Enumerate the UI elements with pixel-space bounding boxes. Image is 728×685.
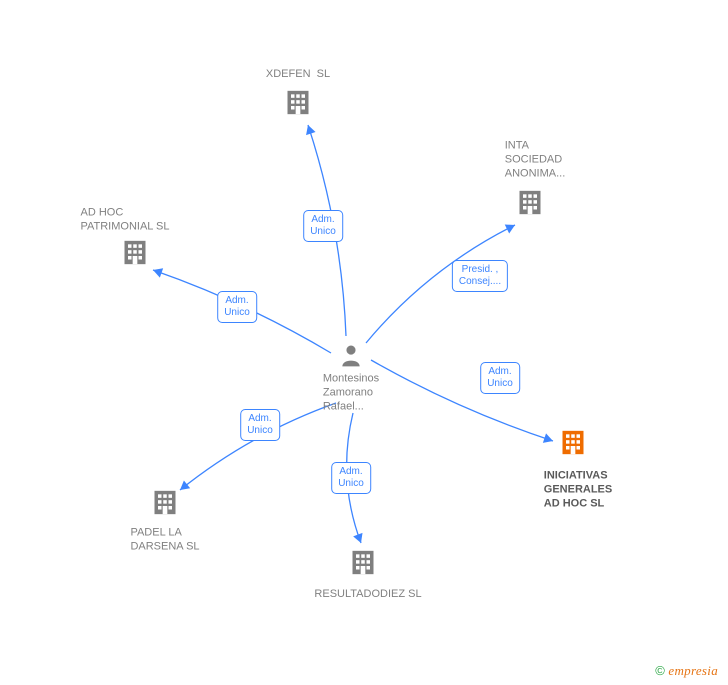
edge-path — [308, 125, 346, 336]
edge-arrowhead — [505, 225, 515, 234]
node-resultado — [349, 549, 377, 582]
watermark: © empresia — [655, 663, 718, 679]
edge-arrowhead — [306, 125, 316, 135]
node-label: Montesinos Zamorano Rafael... — [323, 372, 379, 413]
edge-label: Presid. , Consej.... — [452, 260, 508, 292]
building-icon — [349, 549, 377, 582]
edge-arrowhead — [353, 533, 362, 543]
node-label: AD HOC PATRIMONIAL SL — [80, 206, 169, 234]
node-iniciativas — [559, 429, 587, 462]
edge-path — [347, 413, 361, 543]
edges-layer — [0, 0, 728, 685]
node-label: INICIATIVAS GENERALES AD HOC SL — [544, 469, 612, 510]
diagram-canvas: © empresia Montesinos Zamorano Rafael...… — [0, 0, 728, 685]
node-label: RESULTADODIEZ SL — [314, 588, 421, 602]
node-inta — [516, 189, 544, 222]
node-label: INTA SOCIEDAD ANONIMA... — [505, 139, 566, 180]
building-icon — [121, 239, 149, 272]
edge-label: Adm. Unico — [480, 362, 520, 394]
person-icon — [338, 343, 364, 374]
edge-label: Adm. Unico — [240, 409, 280, 441]
building-icon — [559, 429, 587, 462]
edge-arrowhead — [153, 268, 163, 277]
node-adhoc — [121, 239, 149, 272]
edge-arrowhead — [543, 433, 553, 442]
node-label: XDEFEN SL — [266, 68, 330, 82]
copyright-symbol: © — [655, 663, 665, 678]
edge-label: Adm. Unico — [331, 462, 371, 494]
brand-rest: mpresia — [674, 663, 718, 678]
center-node — [338, 343, 364, 374]
building-icon — [284, 89, 312, 122]
edge-label: Adm. Unico — [303, 210, 343, 242]
edge-path — [366, 225, 515, 343]
edge-arrowhead — [180, 480, 190, 490]
node-padel — [151, 489, 179, 522]
edge-path — [153, 270, 331, 353]
node-label: PADEL LA DARSENA SL — [130, 526, 199, 554]
building-icon — [151, 489, 179, 522]
edge-path — [371, 360, 553, 441]
edge-label: Adm. Unico — [217, 291, 257, 323]
node-xdefen — [284, 89, 312, 122]
building-icon — [516, 189, 544, 222]
edge-path — [180, 403, 336, 490]
